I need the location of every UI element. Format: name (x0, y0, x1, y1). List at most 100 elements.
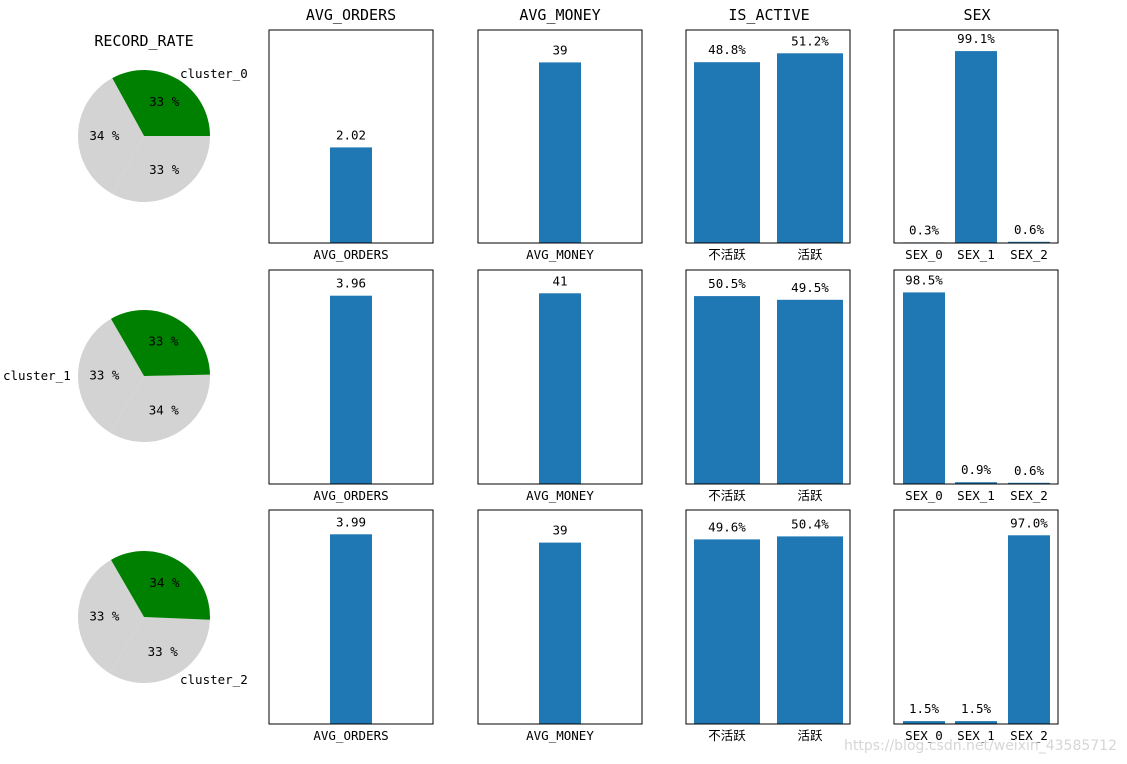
bar (694, 296, 760, 484)
axes-frame (477, 509, 643, 725)
axes-frame (685, 269, 851, 485)
bar (955, 51, 997, 243)
bar (955, 482, 997, 484)
panel-avg-money-cluster_0: 39 AVG_MONEY (477, 29, 643, 262)
avg-orders-title: AVG_ORDERS (306, 6, 396, 24)
axes-frame (893, 29, 1059, 244)
bar (903, 292, 945, 484)
x-tick-label: AVG_MONEY (526, 247, 594, 262)
bar (777, 53, 843, 243)
bar-value-label: 2.02 (336, 127, 366, 142)
panel-is-active-cluster_1: 50.5% 不活跃 49.5% 活跃 (685, 269, 851, 503)
axes-frame (685, 29, 851, 244)
panel-sex-cluster_2: 1.5% SEX_0 1.5% SEX_1 97.0% SEX_2 (893, 509, 1059, 743)
bar (1008, 241, 1050, 243)
x-tick-label: AVG_ORDERS (313, 247, 388, 262)
bar-value-label: 48.8% (708, 42, 746, 57)
x-tick-label: 活跃 (797, 488, 823, 503)
axes-frame (477, 269, 643, 485)
bar-value-label: 3.99 (336, 514, 366, 529)
x-tick-label: SEX_0 (905, 488, 943, 503)
x-tick-label: SEX_1 (957, 247, 995, 262)
pie-slice (78, 559, 144, 674)
bar-value-label: 3.96 (336, 276, 366, 291)
axes-frame (268, 269, 434, 485)
bar (903, 721, 945, 724)
x-tick-label: AVG_MONEY (526, 728, 594, 743)
panel-avg-money-cluster_2: 39 AVG_MONEY (477, 509, 643, 743)
is-active-title: IS_ACTIVE (728, 6, 809, 24)
pie-slice-label: 33 % (148, 334, 179, 349)
bar (330, 295, 372, 484)
panel-sex-cluster_0: 0.3% SEX_0 99.1% SEX_1 0.6% SEX_2 (893, 29, 1059, 262)
watermark-text: https://blog.csdn.net/weixin_43585712 (844, 738, 1117, 754)
x-tick-label: SEX_0 (905, 247, 943, 262)
bar-value-label: 49.6% (708, 519, 746, 534)
bar-panels: 2.02 AVG_ORDERS 3.96 AVG_ORDERS 3.99 AVG_ORDE… (268, 29, 1059, 743)
panel-sex-cluster_1: 98.5% SEX_0 0.9% SEX_1 0.6% SEX_2 (893, 269, 1059, 503)
pie-slice-label: 34 % (149, 575, 180, 590)
pie-slice-highlight (111, 550, 210, 620)
bar (330, 147, 372, 243)
pie-slice (109, 617, 210, 683)
avg-money-title: AVG_MONEY (519, 6, 600, 24)
bar-value-label: 99.1% (957, 31, 995, 46)
x-tick-label: 不活跃 (708, 488, 746, 503)
bar-value-label: 98.5% (905, 272, 943, 287)
bar-value-label: 39 (552, 523, 567, 538)
bar-value-label: 39 (552, 42, 567, 57)
panel-is-active-cluster_2: 49.6% 不活跃 50.4% 活跃 (685, 509, 851, 743)
pie-slice-label: 33 % (149, 162, 180, 177)
panel-avg-money-cluster_1: 41 AVG_MONEY (477, 269, 643, 503)
bar (539, 542, 581, 724)
x-tick-label: AVG_ORDERS (313, 488, 388, 503)
pie-slice (112, 136, 210, 203)
pie-cluster_2: 33 % 33 % 34 % cluster_2 (78, 550, 248, 687)
x-tick-label: SEX_0 (905, 728, 943, 743)
panel-avg-orders-cluster_2: 3.99 AVG_ORDERS (268, 509, 434, 743)
bar (330, 534, 372, 724)
x-tick-label: 不活跃 (708, 247, 746, 262)
axes-frame (893, 509, 1059, 725)
pie-slice-highlight (111, 309, 210, 376)
pie-slice-highlight (112, 69, 210, 136)
pie-slice-label: 34 % (89, 128, 120, 143)
pie-cluster_0: 33 %34 %33 %cluster_0 (77, 66, 248, 203)
cluster-label: cluster_0 (180, 66, 248, 81)
pie-slice-label: 34 % (149, 402, 180, 417)
record-rate-pies: 33 %34 %33 %cluster_033 %34 %33 %cluster… (3, 66, 248, 687)
bar (694, 62, 760, 244)
panel-avg-orders-cluster_1: 3.96 AVG_ORDERS (268, 269, 434, 503)
bar-value-label: 0.9% (961, 462, 992, 477)
x-tick-label: SEX_1 (957, 728, 995, 743)
bar (777, 536, 843, 724)
x-tick-label: AVG_MONEY (526, 488, 594, 503)
panel-is-active-cluster_0: 48.8% 不活跃 51.2% 活跃 (685, 29, 851, 262)
bar (1008, 482, 1050, 484)
bar-value-label: 51.2% (791, 33, 829, 48)
column-titles: RECORD_RATE AVG_ORDERS AVG_MONEY IS_ACTI… (94, 6, 990, 50)
bar (694, 539, 760, 724)
bar-value-label: 97.0% (1010, 515, 1048, 530)
axes-frame (685, 509, 851, 725)
cluster-label: cluster_2 (180, 672, 248, 687)
bar-value-label: 41 (552, 273, 567, 288)
x-tick-label: SEX_2 (1010, 728, 1048, 743)
bar (777, 299, 843, 484)
bar-value-label: 1.5% (961, 701, 992, 716)
x-tick-label: SEX_1 (957, 488, 995, 503)
pie-cluster_1: 33 % 34 % 33 % cluster_1 (3, 309, 211, 442)
x-tick-label: SEX_2 (1010, 488, 1048, 503)
pie-slice (78, 318, 144, 433)
x-tick-label: 不活跃 (708, 728, 746, 743)
x-tick-label: AVG_ORDERS (313, 728, 388, 743)
panel-avg-orders-cluster_0: 2.02 AVG_ORDERS (268, 29, 434, 262)
record-rate-title: RECORD_RATE (94, 32, 193, 50)
bar (955, 721, 997, 724)
bar-value-label: 0.6% (1014, 222, 1045, 237)
pie-slice-label: 33 % (89, 609, 120, 624)
bar (539, 62, 581, 244)
bar (539, 293, 581, 484)
sex-title: SEX (963, 6, 990, 24)
